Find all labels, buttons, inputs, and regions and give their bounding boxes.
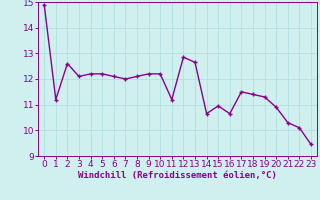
X-axis label: Windchill (Refroidissement éolien,°C): Windchill (Refroidissement éolien,°C) [78, 171, 277, 180]
